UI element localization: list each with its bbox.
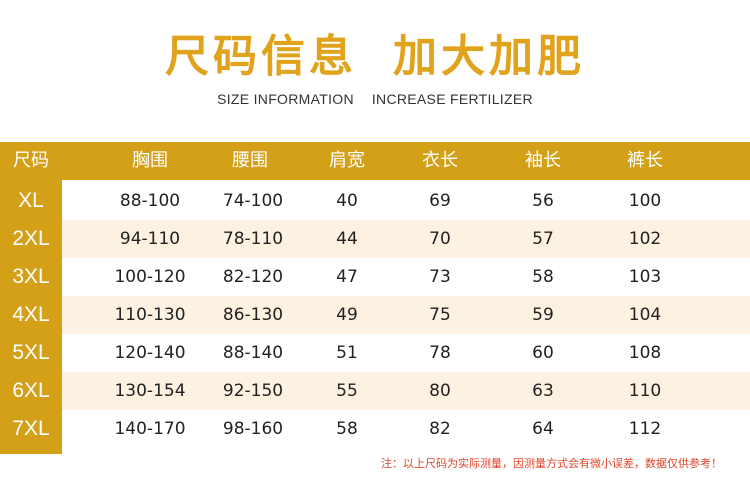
cell-shoulder: 40 <box>336 191 358 211</box>
title-part-2: 加大加肥 <box>393 31 585 82</box>
cell-shoulder: 44 <box>336 229 358 249</box>
cell-pants: 112 <box>628 419 662 439</box>
cell-chest: 100-120 <box>114 267 186 287</box>
cell-sleeve: 60 <box>532 343 554 363</box>
measurement-note: 注：以上尺码为实际测量，因测量方式会有微小误差，数据仅供参考！ <box>381 457 722 470</box>
table-row-stripe <box>62 372 750 410</box>
cell-waist: 74-100 <box>222 191 284 211</box>
cell-length: 78 <box>429 343 451 363</box>
cell-sleeve: 63 <box>532 381 554 401</box>
cell-length: 80 <box>429 381 451 401</box>
subtitle-part-1: SIZE INFORMATION <box>217 91 354 107</box>
cell-pants: 108 <box>628 343 662 363</box>
cell-length: 82 <box>429 419 451 439</box>
cell-shoulder: 58 <box>336 419 358 439</box>
size-label: 4XL <box>12 303 50 326</box>
title-part-1: 尺码信息 <box>165 31 357 82</box>
size-label: 3XL <box>12 265 50 288</box>
cell-waist: 92-150 <box>222 381 284 401</box>
cell-length: 69 <box>429 191 451 211</box>
table-row-stripe <box>62 220 750 258</box>
header-pants: 裤长 <box>627 150 663 171</box>
cell-waist: 78-110 <box>222 229 284 249</box>
page-subtitle: SIZE INFORMATION INCREASE FERTILIZER <box>0 91 750 107</box>
table-header-bar <box>0 142 750 180</box>
header-waist: 腰围 <box>232 150 268 171</box>
cell-shoulder: 51 <box>336 343 358 363</box>
cell-waist: 98-160 <box>222 419 284 439</box>
cell-sleeve: 56 <box>532 191 554 211</box>
size-label: 5XL <box>12 341 50 364</box>
size-label: 6XL <box>12 379 50 402</box>
table-row-stripe <box>62 296 750 334</box>
cell-chest: 88-100 <box>119 191 181 211</box>
size-label: 7XL <box>12 417 50 440</box>
cell-waist: 86-130 <box>222 305 284 325</box>
subtitle-part-2: INCREASE FERTILIZER <box>371 91 533 107</box>
cell-chest: 130-154 <box>114 381 186 401</box>
header-length: 衣长 <box>422 150 458 171</box>
cell-pants: 110 <box>628 381 662 401</box>
size-column-background <box>0 180 62 454</box>
cell-sleeve: 57 <box>532 229 554 249</box>
cell-chest: 94-110 <box>119 229 181 249</box>
cell-chest: 140-170 <box>114 419 186 439</box>
cell-waist: 82-120 <box>222 267 284 287</box>
cell-pants: 103 <box>628 267 662 287</box>
cell-pants: 100 <box>628 191 662 211</box>
cell-shoulder: 55 <box>336 381 358 401</box>
cell-chest: 110-130 <box>114 305 186 325</box>
cell-waist: 88-140 <box>222 343 284 363</box>
cell-length: 75 <box>429 305 451 325</box>
header-sleeve: 袖长 <box>525 150 561 171</box>
cell-pants: 104 <box>628 305 662 325</box>
cell-sleeve: 58 <box>532 267 554 287</box>
cell-sleeve: 64 <box>532 419 554 439</box>
cell-length: 73 <box>429 267 451 287</box>
header-chest: 胸围 <box>132 150 168 171</box>
header-shoulder: 肩宽 <box>329 150 365 171</box>
cell-length: 70 <box>429 229 451 249</box>
size-label: 2XL <box>12 227 50 250</box>
cell-chest: 120-140 <box>114 343 186 363</box>
cell-shoulder: 47 <box>336 267 358 287</box>
cell-pants: 102 <box>628 229 662 249</box>
cell-shoulder: 49 <box>336 305 358 325</box>
header-size: 尺码 <box>13 150 49 171</box>
cell-sleeve: 59 <box>532 305 554 325</box>
page-title: 尺码信息 加大加肥 <box>0 20 750 84</box>
size-label: XL <box>18 189 44 212</box>
